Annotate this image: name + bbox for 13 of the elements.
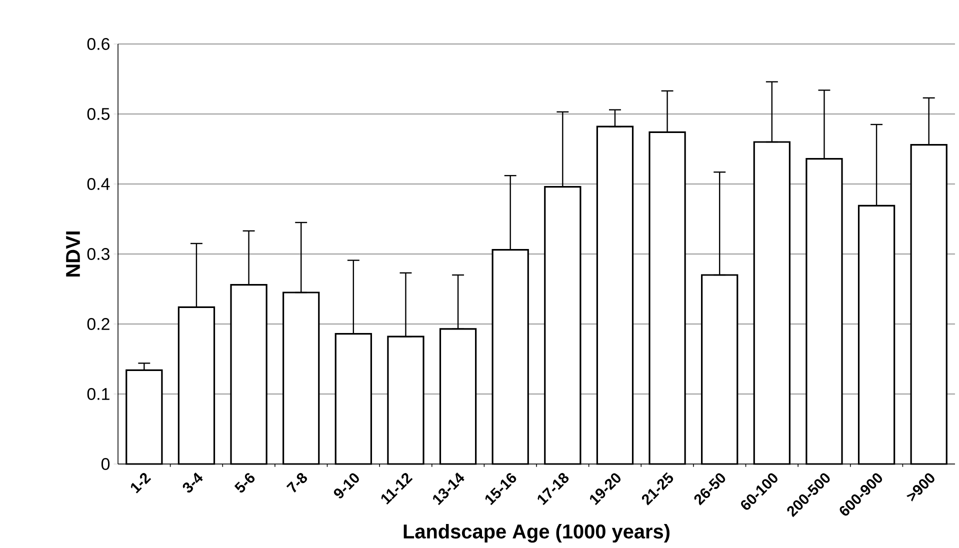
- y-axis-title: NDVI: [66, 232, 80, 276]
- y-tick-label: 0.5: [87, 108, 110, 120]
- x-tick-label: 7-8: [286, 472, 308, 492]
- x-tick-label: 5-6: [234, 473, 255, 493]
- y-tick-label: 0.4: [87, 178, 110, 190]
- y-tick-label: 0.2: [87, 318, 110, 330]
- x-tick-label: 1-2: [130, 473, 152, 494]
- y-tick-label: 0.6: [87, 38, 110, 50]
- x-axis-title: Landscape Age (1000 years): [404, 524, 670, 543]
- y-tick-label: 0: [101, 458, 110, 470]
- y-tick-label: 0.1: [87, 388, 110, 400]
- x-tick-label: 3-4: [182, 472, 203, 493]
- y-tick-label: 0.3: [87, 248, 110, 260]
